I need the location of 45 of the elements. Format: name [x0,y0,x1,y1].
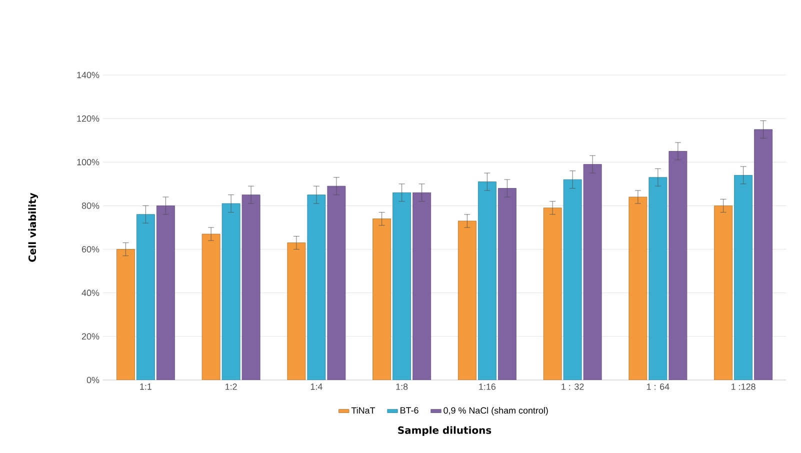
x-tick-label: 1:8 [396,384,408,390]
x-tick-label: 1:1 [140,384,152,390]
y-tick-label: 60% [82,246,100,252]
x-tick-label: 1 : 64 [647,384,670,390]
y-tick-label: 80% [82,202,100,209]
y-tick-label: 140% [77,72,100,78]
bar [307,194,326,380]
legend-label: BT-6 [400,407,418,414]
bar [327,186,346,380]
bar [668,151,688,380]
legend-label: 0,9 % NaCl (sham control) [444,407,548,416]
bar [754,129,773,380]
bar [372,218,392,380]
bar [412,192,432,380]
y-tick-label: 0% [86,376,100,384]
x-tick-label: 1:2 [226,384,237,390]
bar [458,220,476,380]
bar [478,182,496,380]
bar [202,234,220,380]
bar [156,206,175,380]
bar [242,194,260,380]
x-axis-title: Sample dilutions [398,426,492,436]
y-tick-label: 120% [77,115,100,122]
bar [392,192,412,380]
x-tick-label: 1:16 [479,384,496,390]
bar [136,214,155,380]
x-tick-label: 1 :128 [732,384,756,390]
bar [222,203,240,380]
y-tick-label: 100% [77,158,100,166]
bar [287,242,306,380]
bar [543,208,562,380]
bar [628,196,648,380]
bar [563,179,582,380]
x-tick-label: 1:4 [310,384,322,390]
bar [734,175,753,380]
bar [116,249,135,380]
x-tick-label: 1 : 32 [562,384,584,390]
y-tick-label: 40% [82,290,100,296]
bar [648,177,668,380]
y-axis-title: Cell viability [28,192,38,262]
bar [714,206,733,380]
bar [583,164,602,380]
y-tick-label: 20% [82,333,100,340]
legend-label: TiNaT [351,407,376,414]
bar [498,188,516,380]
